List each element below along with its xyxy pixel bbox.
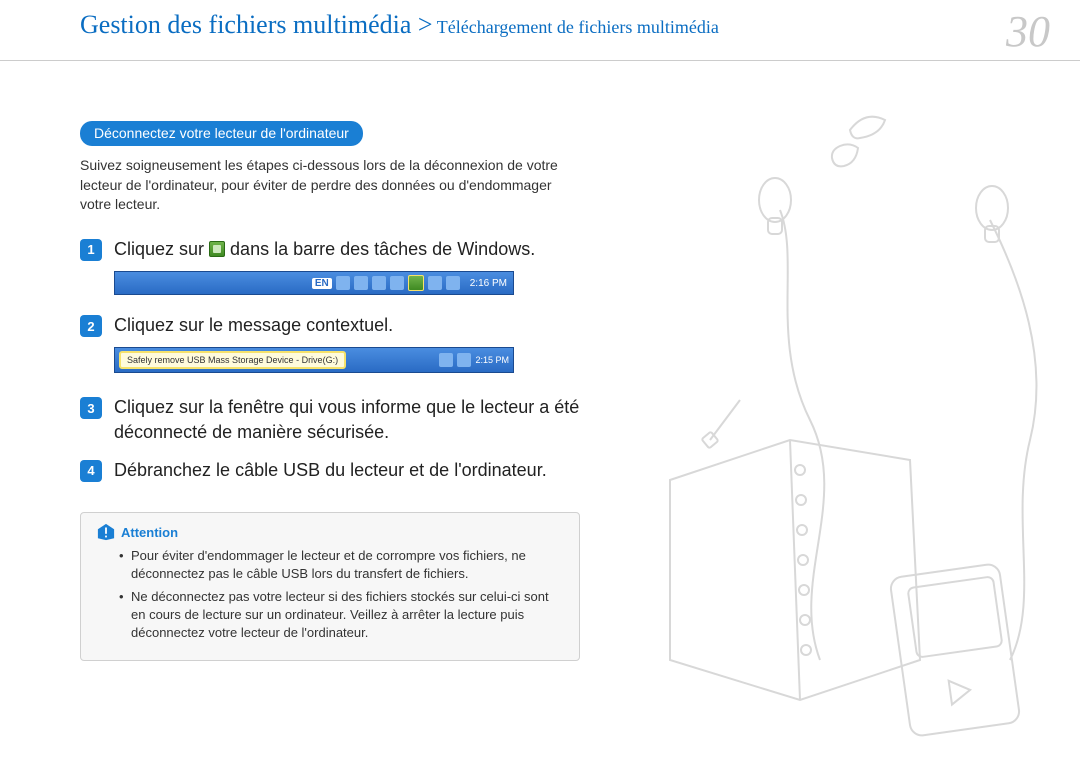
section-title-pill: Déconnectez votre lecteur de l'ordinateu… bbox=[80, 121, 363, 146]
section-intro: Suivez soigneusement les étapes ci-desso… bbox=[80, 156, 580, 215]
attention-box: Attention Pour éviter d'endommager le le… bbox=[80, 512, 580, 661]
tray-icon bbox=[390, 276, 404, 290]
taskbar-screenshot-2: Safely remove USB Mass Storage Device - … bbox=[114, 347, 514, 373]
breadcrumb-sub: Téléchargement de fichiers multimédia bbox=[433, 17, 719, 37]
step-2-text: Cliquez sur le message contextuel. bbox=[114, 313, 393, 337]
tray-icon bbox=[336, 276, 350, 290]
attention-list: Pour éviter d'endommager le lecteur et d… bbox=[97, 547, 563, 642]
step-number-badge: 2 bbox=[80, 315, 102, 337]
attention-header: Attention bbox=[97, 523, 563, 541]
taskbar-time-2: 2:15 PM bbox=[475, 355, 509, 365]
step-2: 2 Cliquez sur le message contextuel. bbox=[80, 313, 580, 337]
step-number-badge: 1 bbox=[80, 239, 102, 261]
attention-icon bbox=[97, 523, 115, 541]
step-1-text: Cliquez sur dans la barre des tâches de … bbox=[114, 237, 535, 261]
step-number-badge: 4 bbox=[80, 460, 102, 482]
page-number: 30 bbox=[1006, 10, 1050, 54]
tray-icon bbox=[439, 353, 453, 367]
decorative-illustration bbox=[650, 100, 1080, 740]
tray-icon bbox=[428, 276, 442, 290]
step-1: 1 Cliquez sur dans la barre des tâches d… bbox=[80, 237, 580, 261]
step-number-badge: 3 bbox=[80, 397, 102, 419]
step-4: 4 Débranchez le câble USB du lecteur et … bbox=[80, 458, 580, 482]
tray-icon bbox=[354, 276, 368, 290]
safely-remove-tooltip: Safely remove USB Mass Storage Device - … bbox=[119, 351, 346, 369]
step-1-text-b: dans la barre des tâches de Windows. bbox=[225, 239, 535, 259]
attention-label: Attention bbox=[121, 525, 178, 540]
breadcrumb: Gestion des fichiers multimédia > Téléch… bbox=[80, 10, 719, 40]
step-3: 3 Cliquez sur la fenêtre qui vous inform… bbox=[80, 395, 580, 444]
step-4-text: Débranchez le câble USB du lecteur et de… bbox=[114, 458, 547, 482]
breadcrumb-main: Gestion des fichiers multimédia > bbox=[80, 10, 433, 39]
step-1-text-a: Cliquez sur bbox=[114, 239, 209, 259]
tray-icon bbox=[372, 276, 386, 290]
page-header: Gestion des fichiers multimédia > Téléch… bbox=[0, 0, 1080, 61]
safely-remove-icon bbox=[209, 241, 225, 257]
taskbar-time: 2:16 PM bbox=[470, 278, 507, 289]
attention-item: Pour éviter d'endommager le lecteur et d… bbox=[119, 547, 563, 583]
step-3-text: Cliquez sur la fenêtre qui vous informe … bbox=[114, 395, 580, 444]
attention-item: Ne déconnectez pas votre lecteur si des … bbox=[119, 588, 563, 643]
main-content: Déconnectez votre lecteur de l'ordinateu… bbox=[0, 61, 580, 661]
tray-icon bbox=[446, 276, 460, 290]
taskbar-screenshot-1: EN 2:16 PM bbox=[114, 271, 514, 295]
safely-remove-tray-icon bbox=[408, 275, 424, 291]
taskbar-lang: EN bbox=[312, 278, 332, 289]
tray-icon bbox=[457, 353, 471, 367]
